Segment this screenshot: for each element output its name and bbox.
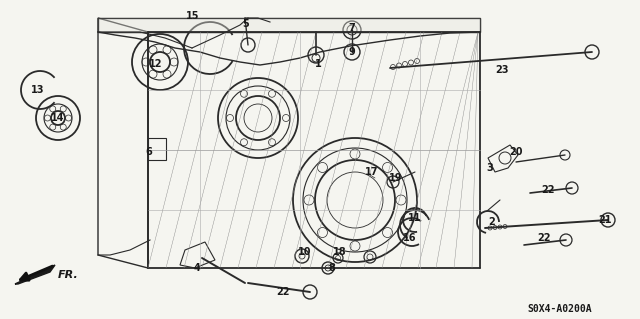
Text: 4: 4 <box>194 263 200 273</box>
Text: 22: 22 <box>276 287 290 297</box>
Text: 20: 20 <box>509 147 523 157</box>
Text: 22: 22 <box>537 233 551 243</box>
Text: 9: 9 <box>349 47 355 57</box>
Text: FR.: FR. <box>58 270 78 280</box>
Text: 22: 22 <box>541 185 555 195</box>
Text: 19: 19 <box>389 173 403 183</box>
Text: 6: 6 <box>146 147 152 157</box>
Text: 3: 3 <box>486 163 493 173</box>
Text: 8: 8 <box>328 263 335 273</box>
Text: S0X4-A0200A: S0X4-A0200A <box>528 304 592 314</box>
Text: 13: 13 <box>31 85 45 95</box>
Text: 15: 15 <box>186 11 200 21</box>
Text: 18: 18 <box>333 247 347 257</box>
Text: 16: 16 <box>403 233 417 243</box>
Text: 23: 23 <box>495 65 509 75</box>
Polygon shape <box>15 265 55 284</box>
Text: 11: 11 <box>408 213 422 223</box>
Text: 17: 17 <box>365 167 379 177</box>
Text: 1: 1 <box>315 59 321 69</box>
Bar <box>148 138 166 160</box>
Polygon shape <box>98 18 480 32</box>
Text: 21: 21 <box>598 215 612 225</box>
Text: 12: 12 <box>149 59 163 69</box>
Text: 2: 2 <box>488 217 495 227</box>
Text: 10: 10 <box>298 247 312 257</box>
Text: 7: 7 <box>349 23 355 33</box>
Text: 5: 5 <box>243 19 250 29</box>
Text: 14: 14 <box>51 113 65 123</box>
